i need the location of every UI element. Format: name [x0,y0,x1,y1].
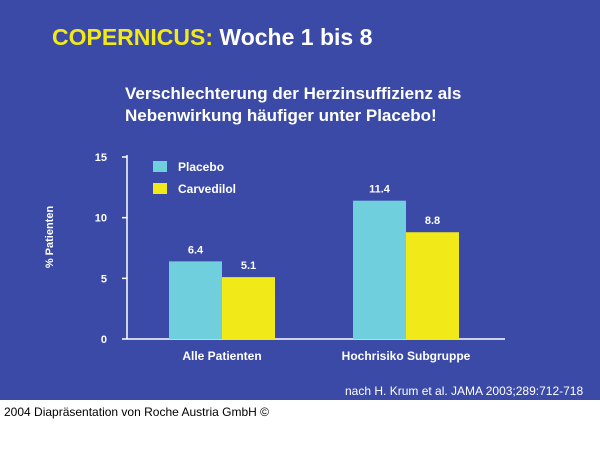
slide-subtitle: Verschlechterung der Herzinsuffizienz al… [125,83,565,127]
category-label: Hochrisiko Subgruppe [342,349,471,363]
category-labels: Alle Patienten Hochrisiko Subgruppe [182,349,470,363]
title-accent: COPERNICUS: [52,24,214,50]
y-ticks: 0 5 10 15 [95,152,127,346]
subtitle-line-1: Verschlechterung der Herzinsuffizienz al… [125,84,462,103]
slide-title: COPERNICUS: Woche 1 bis 8 [52,24,372,51]
y-tick-label: 10 [95,213,107,225]
title-rest: Woche 1 bis 8 [213,24,373,50]
bar-placebo [169,261,222,339]
bar-carvedilol [222,277,275,339]
legend-label: Placebo [178,160,224,174]
bars: 6.4 5.1 11.4 8.8 [169,184,459,339]
y-tick-label: 5 [101,273,107,285]
subtitle-line-2: Nebenwirkung häufiger unter Placebo! [125,106,437,125]
y-tick-label: 0 [101,334,107,346]
bar-value-label: 5.1 [241,260,256,272]
legend-swatch-carvedilol [153,183,167,194]
bar-chart: % Patienten 0 5 10 15 6.4 5.1 11.4 8.8 Alle Pa… [44,152,505,363]
y-axis-label: % Patienten [44,206,56,269]
legend-swatch-placebo [153,161,167,172]
bar-value-label: 6.4 [188,244,204,256]
bar-value-label: 11.4 [369,184,391,196]
source-citation: nach H. Krum et al. JAMA 2003;289:712-71… [345,384,584,398]
copyright-footer: 2004 Diapräsentation von Roche Austria G… [4,405,269,419]
legend-label: Carvedilol [178,182,236,196]
legend: Placebo Carvedilol [153,160,236,196]
bar-carvedilol [406,232,459,339]
bar-placebo [353,200,406,339]
slide: COPERNICUS: Woche 1 bis 8 Verschlechteru… [0,0,600,400]
category-label: Alle Patienten [182,349,261,363]
y-tick-label: 15 [95,152,107,164]
bar-value-label: 8.8 [425,215,440,227]
